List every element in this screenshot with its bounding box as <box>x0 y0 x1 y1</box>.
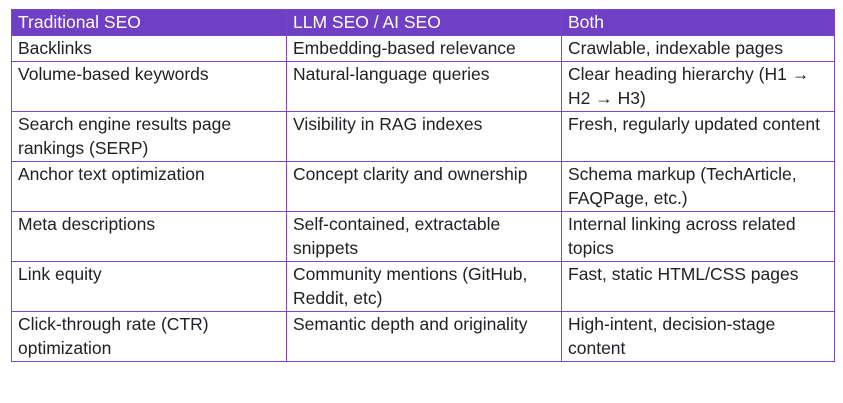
cell-traditional: Anchor text optimization <box>11 161 287 212</box>
cell-traditional: Click-through rate (CTR) optimization <box>11 311 287 362</box>
cell-traditional: Backlinks <box>11 35 287 62</box>
table-row: Click-through rate (CTR) optimization Se… <box>11 311 835 362</box>
table-row: Link equity Community mentions (GitHub, … <box>11 261 835 312</box>
cell-both: High-intent, decision-stage content <box>561 311 835 362</box>
cell-llm: Visibility in RAG indexes <box>286 111 562 162</box>
header-llm-seo: LLM SEO / AI SEO <box>286 9 562 36</box>
cell-both: Schema markup (TechArticle, FAQPage, etc… <box>561 161 835 212</box>
cell-llm: Embedding-based relevance <box>286 35 562 62</box>
cell-llm: Concept clarity and ownership <box>286 161 562 212</box>
cell-both: Clear heading hierarchy (H1 → H2 → H3) <box>561 61 835 112</box>
cell-both: Crawlable, indexable pages <box>561 35 835 62</box>
cell-llm: Self-contained, extractable snippets <box>286 211 562 262</box>
cell-both: Internal linking across related topics <box>561 211 835 262</box>
table-row: Backlinks Embedding-based relevance Craw… <box>11 35 835 62</box>
header-traditional-seo: Traditional SEO <box>11 9 287 36</box>
header-both: Both <box>561 9 835 36</box>
comparison-table-container: Traditional SEO LLM SEO / AI SEO Both Ba… <box>11 9 835 362</box>
header-row: Traditional SEO LLM SEO / AI SEO Both <box>11 9 835 36</box>
seo-comparison-table: Traditional SEO LLM SEO / AI SEO Both Ba… <box>11 9 835 362</box>
cell-traditional: Search engine results page rankings (SER… <box>11 111 287 162</box>
table-row: Anchor text optimization Concept clarity… <box>11 161 835 212</box>
cell-llm: Community mentions (GitHub, Reddit, etc) <box>286 261 562 312</box>
table-header: Traditional SEO LLM SEO / AI SEO Both <box>11 9 835 36</box>
cell-traditional: Link equity <box>11 261 287 312</box>
cell-llm: Natural-language queries <box>286 61 562 112</box>
table-row: Volume-based keywords Natural-language q… <box>11 61 835 112</box>
cell-both: Fast, static HTML/CSS pages <box>561 261 835 312</box>
table-body: Backlinks Embedding-based relevance Craw… <box>11 35 835 362</box>
cell-traditional: Volume-based keywords <box>11 61 287 112</box>
table-row: Meta descriptions Self-contained, extrac… <box>11 211 835 262</box>
cell-llm: Semantic depth and originality <box>286 311 562 362</box>
cell-both: Fresh, regularly updated content <box>561 111 835 162</box>
table-row: Search engine results page rankings (SER… <box>11 111 835 162</box>
cell-traditional: Meta descriptions <box>11 211 287 262</box>
